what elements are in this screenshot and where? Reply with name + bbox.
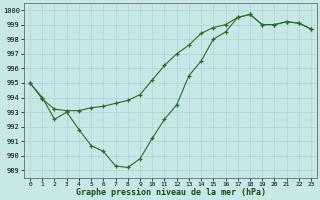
X-axis label: Graphe pression niveau de la mer (hPa): Graphe pression niveau de la mer (hPa) bbox=[76, 188, 266, 197]
